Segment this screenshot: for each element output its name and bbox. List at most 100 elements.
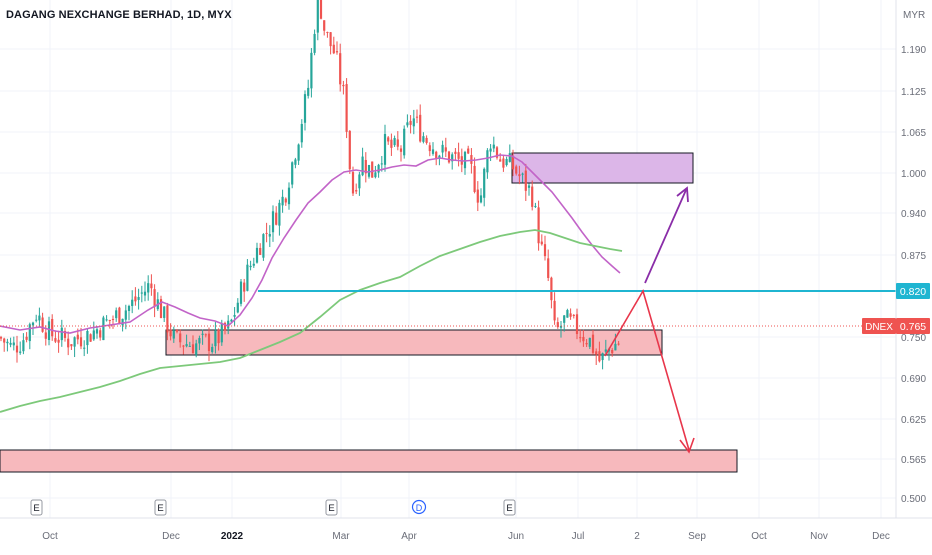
candle-body	[310, 52, 313, 89]
candle-body	[403, 128, 406, 156]
candle-body	[515, 166, 518, 174]
candle-body	[259, 247, 262, 255]
candle-body	[236, 302, 239, 313]
target-zone[interactable]	[0, 449, 738, 473]
dividend-marker-label: D	[416, 503, 423, 513]
candle-body	[383, 133, 387, 165]
candle-body	[121, 318, 124, 326]
x-tick-label: Dec	[872, 531, 890, 542]
candle-body	[579, 337, 582, 339]
candle-body	[588, 337, 591, 347]
candle-body	[9, 342, 12, 345]
candle-body	[179, 333, 182, 343]
candle-body	[470, 155, 473, 164]
level-label-text: 0.820	[900, 286, 926, 298]
candle-body	[262, 234, 265, 258]
candle-body	[329, 32, 332, 47]
y-tick-label: 0.500	[901, 494, 926, 505]
candle-body	[108, 319, 111, 321]
candle-body	[172, 330, 175, 339]
candle-body	[169, 329, 172, 337]
candle-body	[319, 0, 323, 19]
candle-body	[425, 137, 428, 143]
candle-body	[358, 174, 361, 189]
candle-body	[163, 306, 166, 318]
candle-body	[54, 338, 57, 342]
candle-body	[191, 344, 195, 354]
earnings-marker[interactable]	[503, 499, 516, 516]
time-axis[interactable]: Oct Dec 2022 Mar Apr Jun Jul 2 Sep Oct Nov Dec	[0, 517, 932, 542]
candle-body	[188, 345, 191, 347]
x-tick-label: Sep	[688, 531, 706, 542]
candle-body	[86, 330, 89, 346]
candle-body	[166, 305, 169, 333]
candle-body	[22, 340, 25, 352]
candle-body	[124, 310, 127, 320]
candle-body	[463, 151, 467, 169]
candle-body	[566, 310, 569, 318]
y-tick-label: 0.625	[901, 415, 926, 426]
candle-body	[457, 152, 460, 159]
earnings-marker-label: E	[328, 503, 334, 514]
earnings-marker[interactable]	[154, 499, 167, 516]
candle-body	[617, 343, 620, 345]
candle-body	[511, 155, 515, 170]
price-axis[interactable]: MYR1.1901.1251.0651.0000.9400.8750.7500.…	[895, 0, 926, 518]
candle-body	[220, 323, 223, 343]
candle-body	[441, 144, 444, 153]
x-tick-label: 2022	[221, 531, 244, 542]
earnings-marker[interactable]	[325, 499, 338, 516]
candle-body	[556, 322, 559, 328]
candle-body	[335, 51, 339, 53]
candle-body	[28, 324, 31, 342]
candle-body	[393, 138, 396, 146]
candle-body	[348, 130, 351, 170]
resistance-zone[interactable]	[511, 152, 694, 184]
candlestick-series	[0, 0, 620, 370]
candle-body	[595, 351, 598, 355]
candle-body	[527, 185, 531, 188]
dividend-marker[interactable]	[411, 499, 427, 515]
candle-body	[483, 168, 486, 198]
candle-body	[287, 187, 291, 205]
candle-body	[111, 319, 115, 321]
candle-body	[278, 202, 281, 226]
candle-body	[175, 329, 179, 332]
candle-body	[502, 158, 505, 168]
candle-body	[73, 337, 76, 347]
candle-body	[351, 172, 355, 194]
earnings-marker[interactable]	[30, 499, 43, 516]
candle-body	[44, 332, 47, 339]
candle-body	[303, 94, 307, 123]
candle-body	[307, 87, 310, 96]
candle-body	[444, 147, 447, 152]
candle-body	[201, 333, 204, 335]
candle-body	[70, 344, 73, 347]
y-tick-label: 0.940	[901, 209, 926, 220]
candle-body	[591, 334, 595, 353]
candle-body	[399, 148, 403, 152]
candle-body	[284, 198, 287, 203]
candle-body	[361, 156, 364, 176]
candle-body	[35, 319, 38, 321]
candle-body	[521, 173, 524, 175]
support-zone[interactable]	[165, 329, 663, 356]
candle-body	[476, 189, 479, 203]
candle-body	[0, 337, 3, 339]
candle-body	[102, 317, 105, 341]
candle-body	[204, 334, 207, 336]
candle-body	[223, 322, 227, 331]
projection-up-path[interactable]	[644, 189, 687, 284]
y-tick-label: 1.065	[901, 128, 926, 139]
projection-down-path[interactable]	[604, 288, 690, 451]
candle-body	[543, 244, 547, 257]
candle-body	[316, 0, 319, 33]
last-price-label-text: 0.765	[900, 321, 926, 333]
ticker-label-text: DNEX	[865, 322, 893, 333]
candle-body	[582, 336, 585, 342]
candle-body	[255, 247, 259, 263]
arrowhead-up	[676, 186, 689, 203]
x-tick-label: Dec	[162, 531, 180, 542]
